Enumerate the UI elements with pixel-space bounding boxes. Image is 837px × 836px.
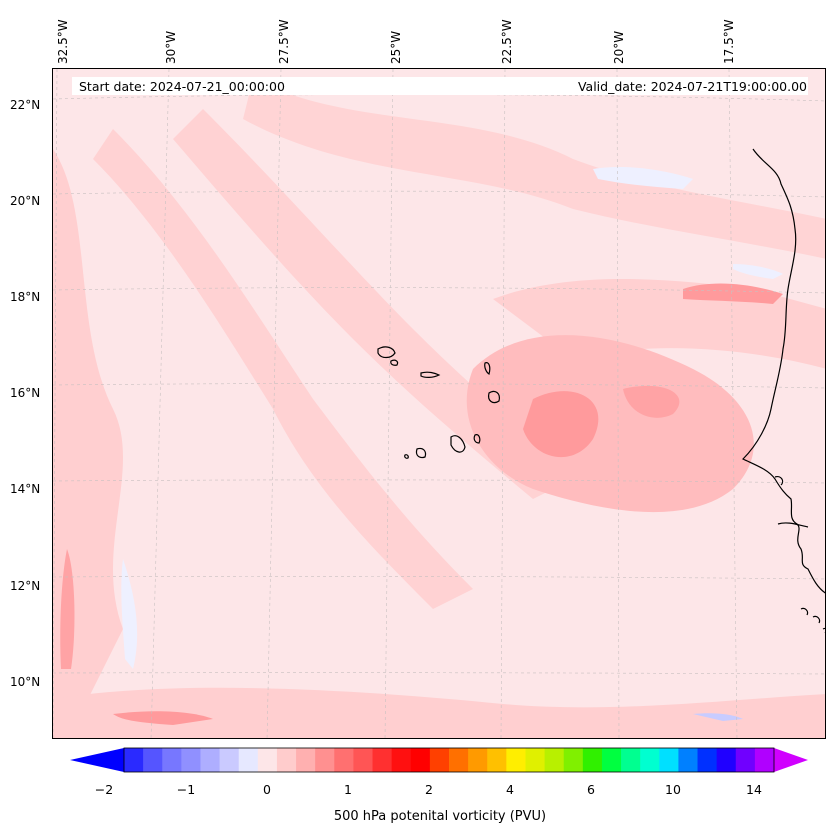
colorbar-tick-label: −1 xyxy=(176,782,196,797)
valid-date-label: Valid_date: 2024-07-21T19:00:00.00 xyxy=(577,79,807,94)
pv-core-west xyxy=(60,549,75,669)
cape-verde-santiago xyxy=(450,435,466,453)
lat-tick-label: 18°N xyxy=(10,290,41,304)
colorbar-tick-label: 0 xyxy=(263,782,271,797)
cape-verde-boavista xyxy=(488,390,500,404)
coastlines xyxy=(377,148,825,633)
colorbar-cell xyxy=(525,748,546,772)
pv-band-diagonal-1 xyxy=(93,129,473,609)
colorbar-tick-label: 10 xyxy=(665,782,681,797)
colorbar xyxy=(70,747,808,773)
colorbar-cell xyxy=(449,748,469,772)
colorbar-cell xyxy=(372,748,393,772)
colorbar-cell xyxy=(391,748,412,772)
colorbar-cell xyxy=(754,748,775,772)
info-banner xyxy=(72,77,808,95)
pv-blob-central xyxy=(466,335,754,513)
cape-verde-sao-nicolau xyxy=(420,371,441,378)
colorbar-cell xyxy=(219,748,240,772)
pv-negative-patch-4 xyxy=(693,713,743,721)
colorbar-cell xyxy=(697,748,718,772)
lon-tick-label: 22.5°W xyxy=(500,19,514,64)
colorbar-tick-label: 1 xyxy=(344,782,352,797)
colorbar-cell xyxy=(181,748,201,772)
lat-tick-label: 22°N xyxy=(10,98,41,112)
colorbar-cell xyxy=(659,748,679,772)
colorbar-label: 500 hPa potenital vorticity (PVU) xyxy=(333,809,547,824)
colorbar-cell xyxy=(200,748,221,772)
lat-tick-label: 12°N xyxy=(10,579,41,593)
colorbar-cell xyxy=(563,748,584,772)
colorbar-cell xyxy=(296,748,316,772)
gambia-estuary xyxy=(777,522,809,528)
lat-tick-label: 10°N xyxy=(10,675,41,689)
colorbar-tick-label: 4 xyxy=(506,782,514,797)
colorbar-tick-label: 2 xyxy=(425,782,433,797)
pv-band-north xyxy=(243,79,825,259)
cape-verde-maio xyxy=(473,434,481,444)
bissagos-islands xyxy=(800,607,825,633)
start-date-label: Start date: 2024-07-21_00:00:00 xyxy=(79,79,285,94)
colorbar-cell xyxy=(276,748,297,772)
colorbar-cell xyxy=(544,748,565,772)
colorbar-cells xyxy=(124,748,775,772)
lon-tick-label: 27.5°W xyxy=(277,19,291,64)
pv-core-south xyxy=(113,711,213,725)
colorbar-cell xyxy=(410,748,431,772)
cape-verde-sao-vicente xyxy=(390,359,399,366)
map-panel[interactable] xyxy=(52,68,826,739)
colorbar-cell xyxy=(468,748,488,772)
colorbar-cell xyxy=(601,748,622,772)
cape-verde-brava xyxy=(404,454,409,459)
colorbar-cell xyxy=(315,748,335,772)
lon-tick-label: 20°W xyxy=(612,30,626,64)
cape-verde-santo-antao xyxy=(377,346,396,359)
colorbar-cell xyxy=(162,748,182,772)
colorbar-cell xyxy=(506,748,526,772)
pv-band-south xyxy=(53,687,825,738)
colorbar-cell xyxy=(238,748,259,772)
colorbar-cell xyxy=(429,748,450,772)
colorbar-cell xyxy=(124,748,144,772)
colorbar-extend-high xyxy=(774,748,808,772)
colorbar-outline xyxy=(123,747,775,773)
colorbar-extend-low xyxy=(70,748,124,772)
pv-core-east xyxy=(623,385,680,418)
colorbar-cell xyxy=(487,748,507,772)
pv-negative-patch-3 xyxy=(733,264,783,279)
pv-contours xyxy=(53,79,825,738)
colorbar-cell xyxy=(716,748,737,772)
colorbar-cell xyxy=(143,748,163,772)
cape-verde-sal xyxy=(484,362,491,375)
graticule xyxy=(53,69,825,738)
pv-negative-patch-1 xyxy=(593,167,693,189)
colorbar-cell xyxy=(257,748,278,772)
colorbar-cell xyxy=(582,748,603,772)
lat-tick-label: 20°N xyxy=(10,194,41,208)
colorbar-cell xyxy=(640,748,660,772)
colorbar-tick-label: 14 xyxy=(746,782,762,797)
pv-core-central xyxy=(523,391,599,458)
colorbar-cell xyxy=(678,748,699,772)
pv-band-east-strip xyxy=(683,283,783,304)
colorbar-cell xyxy=(353,748,374,772)
lon-tick-label: 30°W xyxy=(164,30,178,64)
dakar-peninsula xyxy=(774,476,784,486)
colorbar-cell xyxy=(735,748,756,772)
colorbar-cell xyxy=(621,748,641,772)
africa-coastline xyxy=(741,148,825,594)
colorbar-tick-label: −2 xyxy=(94,782,114,797)
colorbar-tick-label: 6 xyxy=(587,782,595,797)
lat-tick-label: 14°N xyxy=(10,482,41,496)
cape-verde-fogo xyxy=(415,447,427,459)
lat-tick-label: 16°N xyxy=(10,386,41,400)
colorbar-cell xyxy=(334,748,354,772)
lon-tick-label: 32.5°W xyxy=(56,19,70,64)
lon-tick-label: 17.5°W xyxy=(722,19,736,64)
lon-tick-label: 25°W xyxy=(389,30,403,64)
pv-negative-patch-2 xyxy=(121,559,138,669)
map-canvas xyxy=(53,69,825,738)
